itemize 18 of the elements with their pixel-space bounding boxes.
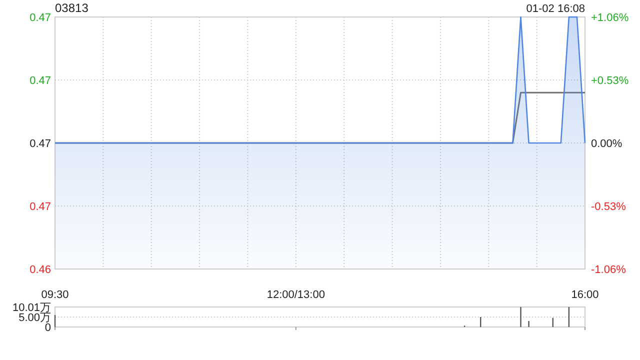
y-tick-label: 10.01万	[12, 302, 51, 314]
y2-tick-label: -1.06%	[591, 264, 626, 276]
chart-title: 03813	[55, 1, 89, 15]
y-tick-label: 0.47	[30, 74, 51, 87]
y2-tick-label: +1.06%	[591, 12, 629, 24]
y-tick-label: 0.46	[30, 264, 51, 276]
y-tick-label: 5.00万	[18, 312, 51, 324]
x-tick-label: 09:30	[41, 289, 69, 301]
text: 01-02 16:08	[526, 3, 585, 15]
y2-tick-label: +0.53%	[591, 74, 629, 87]
y-tick-label: 0.47	[30, 138, 51, 150]
y-tick-label: 0	[44, 322, 51, 334]
y2-tick-label: 0.00%	[591, 138, 622, 150]
x-tick-label: 16:00	[571, 289, 599, 301]
x-tick-label: 12:00/13:00	[266, 289, 325, 301]
y2-tick-label: -0.53%	[591, 200, 626, 213]
y-tick-label: 0.47	[30, 12, 51, 24]
y-tick-label: 0.47	[30, 200, 51, 213]
